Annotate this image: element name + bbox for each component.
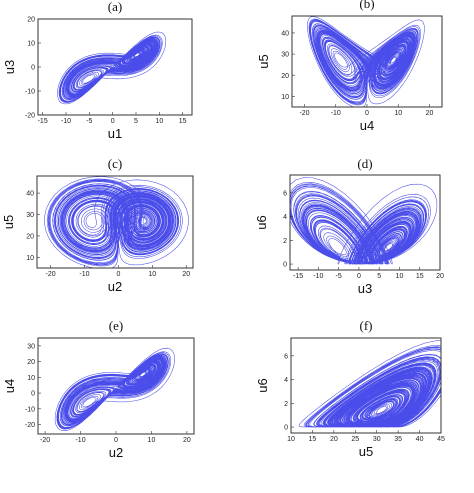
x-axis-label: u2 [109, 445, 123, 460]
y-tick-label: 2 [283, 238, 287, 245]
plot-frame [36, 175, 194, 269]
y-tick-label: 10 [27, 375, 35, 382]
panel-e: -20 -10 0 10 20 -20 -10 0 10 20 30 (e) u2 u4 [2, 318, 195, 460]
panel-title: (c) [108, 156, 122, 171]
x-tick-label: 15 [309, 436, 317, 443]
x-axis-label: u5 [359, 444, 373, 459]
x-tick-label: 10 [394, 110, 402, 117]
y-tick-label: 30 [281, 52, 289, 59]
x-tick-label: -10 [75, 437, 85, 444]
y-tick-label: -10 [25, 406, 35, 413]
x-tick-label: 20 [436, 273, 444, 280]
y-tick-label: 0 [283, 262, 287, 269]
y-tick-label: 6 [283, 190, 287, 197]
panel-title: (b) [359, 0, 374, 11]
y-tick-label: 10 [27, 41, 35, 48]
x-tick-label: -20 [40, 437, 50, 444]
trajectory-line [307, 16, 425, 107]
panel-b: -20 -10 0 10 20 10 20 30 40 (b) u4 u5 [256, 0, 443, 133]
x-tick-label: -5 [336, 273, 342, 280]
x-tick-label: -15 [38, 118, 48, 125]
y-tick-label: 10 [26, 255, 34, 262]
trajectory-line [54, 347, 175, 431]
y-tick-label: -20 [25, 422, 35, 429]
x-tick-label: 0 [357, 273, 361, 280]
y-tick-label: 10 [281, 94, 289, 101]
x-axis-label: u3 [358, 281, 372, 296]
x-tick-label: 20 [426, 110, 434, 117]
y-axis-label: u5 [1, 215, 16, 229]
x-tick-label: 5 [377, 273, 381, 280]
y-tick-label: 0 [31, 391, 35, 398]
x-tick-label: 10 [148, 437, 156, 444]
panel-title: (e) [109, 318, 123, 333]
plot-frame [289, 174, 441, 271]
x-tick-label: 5 [134, 118, 138, 125]
trajectory-line [57, 31, 167, 105]
y-axis-label: u4 [2, 379, 17, 393]
x-tick-label: 15 [179, 118, 187, 125]
y-axis-label: u6 [254, 215, 269, 229]
x-axis-label: u1 [108, 126, 122, 141]
x-tick-label: 10 [287, 436, 295, 443]
x-tick-label: 10 [396, 273, 404, 280]
trajectory-line [290, 177, 438, 265]
panel-title: (f) [360, 318, 373, 333]
y-tick-label: 40 [281, 30, 289, 37]
y-axis-label: u5 [256, 54, 271, 68]
panel-title: (d) [357, 156, 372, 171]
x-tick-label: 20 [182, 271, 190, 278]
x-tick-label: 0 [116, 271, 120, 278]
x-tick-label: -10 [79, 271, 89, 278]
x-tick-label: -20 [299, 110, 309, 117]
y-tick-label: 20 [26, 233, 34, 240]
x-tick-label: 45 [437, 436, 445, 443]
x-tick-label: -10 [331, 110, 341, 117]
panel-f: 10 15 20 25 30 35 40 45 0 2 4 6 (f) u5 u6 [255, 318, 445, 459]
panel-c: -20 -10 0 10 20 10 20 30 40 (c) u2 u5 [1, 156, 194, 294]
x-tick-label: -15 [293, 273, 303, 280]
y-tick-label: 40 [26, 191, 34, 198]
y-tick-label: -10 [25, 89, 35, 96]
y-axis-label: u6 [255, 378, 270, 392]
x-tick-label: 10 [148, 271, 156, 278]
x-tick-label: 0 [111, 118, 115, 125]
panel-title: (a) [108, 0, 122, 14]
plot-frame [290, 337, 442, 434]
x-tick-label: -10 [313, 273, 323, 280]
x-tick-label: 40 [416, 436, 424, 443]
y-tick-label: 20 [27, 17, 35, 24]
x-tick-label: -5 [86, 118, 92, 125]
x-axis-label: u4 [360, 118, 374, 133]
y-tick-label: 4 [284, 377, 288, 384]
x-tick-label: 0 [365, 110, 369, 117]
x-tick-label: -10 [61, 118, 71, 125]
x-tick-label: 30 [373, 436, 381, 443]
y-tick-label: 4 [283, 214, 287, 221]
panel-d: -15 -10 -5 0 5 10 15 20 0 2 4 6 (d) u3 u6 [254, 156, 444, 296]
x-tick-label: 0 [114, 437, 118, 444]
y-tick-label: 20 [27, 359, 35, 366]
x-tick-label: 35 [394, 436, 402, 443]
y-tick-label: 6 [284, 353, 288, 360]
x-tick-label: 25 [351, 436, 359, 443]
trajectory-line [44, 176, 189, 268]
y-tick-label: 0 [31, 65, 35, 72]
y-tick-label: 30 [26, 212, 34, 219]
trajectory-line [298, 340, 441, 428]
y-axis-label: u3 [2, 60, 17, 74]
y-tick-label: 20 [281, 73, 289, 80]
y-tick-label: 30 [27, 343, 35, 350]
x-axis-label: u2 [108, 279, 122, 294]
x-tick-label: -20 [46, 271, 56, 278]
y-tick-label: 0 [284, 425, 288, 432]
x-tick-label: 10 [155, 118, 163, 125]
x-tick-label: 20 [183, 437, 191, 444]
x-tick-label: 15 [416, 273, 424, 280]
y-tick-label: 2 [284, 401, 288, 408]
panel-a: -15 -10 -5 0 5 10 15 -20 -10 0 10 20 (a) u1 u3 [2, 0, 193, 141]
x-tick-label: 20 [330, 436, 338, 443]
y-tick-label: -20 [25, 113, 35, 120]
